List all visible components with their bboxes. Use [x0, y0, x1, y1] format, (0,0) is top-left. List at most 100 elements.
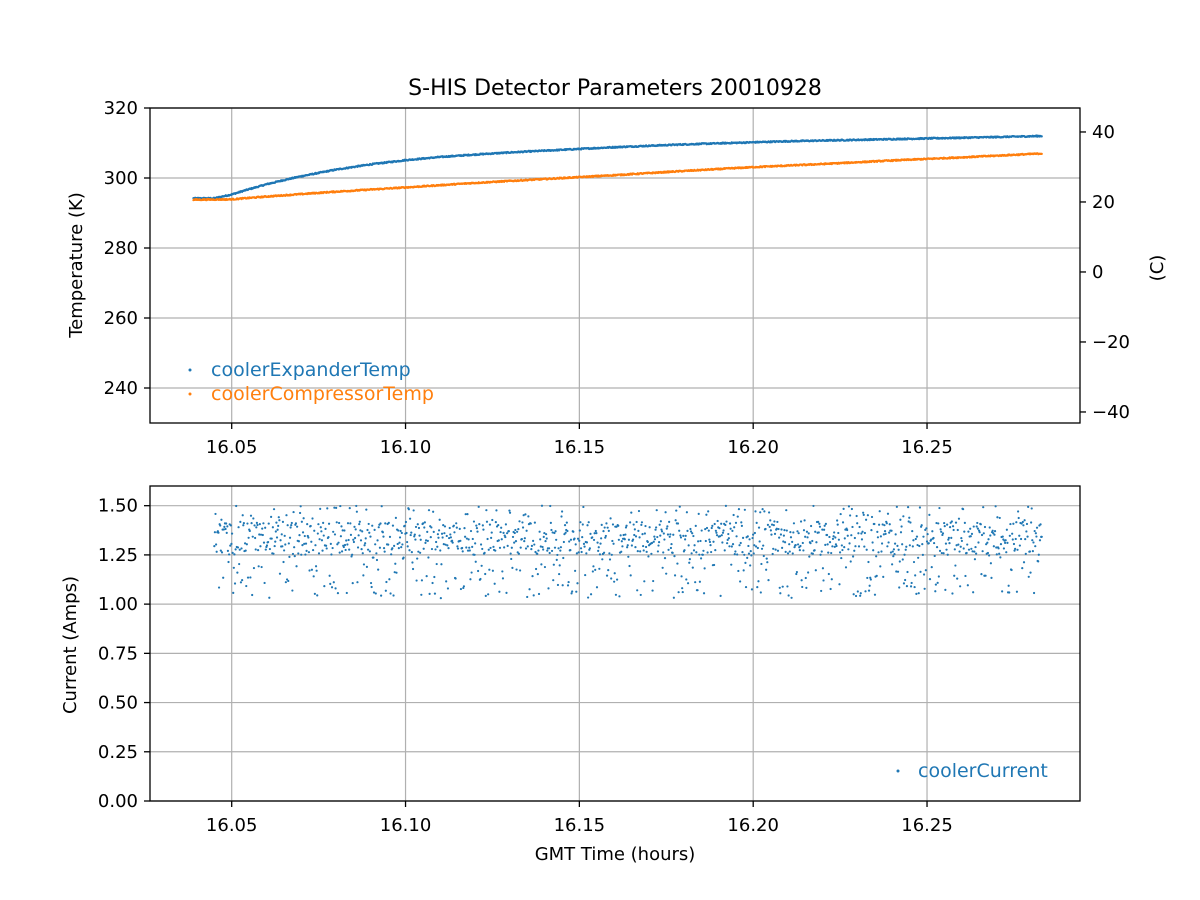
- cooler-current-point: [455, 526, 458, 529]
- cooler-current-point: [747, 544, 750, 548]
- cooler-current-point: [753, 544, 756, 547]
- cooler-current-point: [766, 561, 769, 564]
- cooler-current-point: [999, 556, 1002, 559]
- cooler-current-point: [564, 531, 567, 534]
- cooler-current-point: [225, 522, 228, 525]
- cooler-current-point: [844, 566, 848, 569]
- cooler-current-point: [735, 535, 738, 538]
- legend-label-cooler-expander-temp: coolerExpanderTemp: [211, 359, 411, 381]
- cooler-current-point: [402, 556, 405, 559]
- cooler-current-point: [237, 526, 240, 529]
- cooler-current-point: [781, 546, 784, 550]
- cooler-current-point: [597, 549, 600, 553]
- cooler-current-point: [720, 522, 723, 525]
- cooler-current-point: [937, 522, 940, 525]
- cooler-current-point: [353, 536, 357, 540]
- cooler-current-point: [809, 524, 813, 528]
- cooler-current-point: [238, 548, 241, 551]
- cooler-current-point: [1021, 566, 1024, 570]
- cooler-current-point: [416, 523, 419, 526]
- cooler-current-point: [851, 525, 854, 529]
- cooler-current-point: [696, 589, 699, 592]
- cooler-current-point: [594, 568, 597, 571]
- cooler-current-point: [438, 518, 441, 521]
- cooler-current-point: [610, 553, 613, 556]
- cooler-current-point: [630, 511, 633, 514]
- cooler-current-point: [927, 542, 930, 545]
- cooler-current-point: [284, 581, 287, 584]
- cooler-current-point: [899, 518, 902, 521]
- cooler-current-point: [255, 521, 258, 524]
- cooler-current-point: [233, 553, 236, 556]
- cooler-current-point: [892, 548, 895, 551]
- cooler-current-point: [469, 578, 472, 581]
- cooler-current-point: [634, 535, 638, 538]
- cooler-current-point: [737, 508, 741, 511]
- cooler-current-point: [946, 553, 949, 556]
- cooler-current-point: [691, 566, 694, 569]
- cooler-current-point: [879, 535, 882, 538]
- cooler-current-point: [841, 521, 845, 524]
- cooler-current-point: [310, 540, 313, 543]
- cooler-current-point: [876, 530, 879, 534]
- cooler-current-point: [767, 579, 770, 582]
- cooler-current-point: [730, 545, 733, 548]
- cooler-current-point: [1027, 505, 1030, 508]
- cooler-current-point: [401, 543, 404, 546]
- cooler-current-point: [631, 538, 635, 541]
- cooler-current-point: [966, 543, 969, 546]
- cooler-current-point: [632, 523, 635, 526]
- cooler-current-point: [307, 551, 311, 554]
- cooler-current-point: [219, 524, 222, 527]
- cooler-current-point: [540, 504, 544, 507]
- cooler-current-point: [710, 526, 713, 530]
- cooler-current-point: [948, 526, 952, 529]
- cooler-current-point: [506, 544, 509, 547]
- cooler-current-point: [933, 541, 936, 545]
- cooler-current-point: [629, 521, 632, 524]
- cooler-current-point: [795, 570, 799, 574]
- cooler-current-point: [830, 578, 833, 581]
- cooler-current-point: [485, 509, 488, 512]
- cooler-current-point: [595, 586, 599, 589]
- cooler-current-point: [948, 541, 951, 545]
- cooler-current-point: [754, 510, 757, 513]
- cooler-current-point: [338, 521, 341, 525]
- cooler-current-point: [957, 517, 961, 520]
- cooler-current-point: [778, 536, 781, 539]
- cooler-current-point: [300, 553, 303, 556]
- cooler-current-point: [891, 563, 894, 566]
- cooler-current-point: [756, 586, 759, 589]
- cooler-current-point: [233, 582, 237, 585]
- cooler-current-point: [953, 574, 956, 577]
- cooler-current-point: [656, 550, 660, 553]
- cooler-current-point: [964, 574, 967, 578]
- cooler-current-point: [853, 549, 856, 552]
- cooler-current-point: [697, 540, 700, 543]
- cooler-current-point: [230, 542, 233, 545]
- cooler-current-point: [246, 522, 249, 525]
- cooler-current-point: [320, 539, 324, 542]
- cooler-current-point: [902, 582, 906, 585]
- cooler-current-point: [355, 510, 358, 513]
- cooler-current-point: [582, 542, 586, 545]
- cooler-current-point: [369, 535, 372, 538]
- cooler-current-point: [617, 538, 620, 541]
- cooler-current-point: [608, 558, 612, 561]
- cooler-current-point: [295, 565, 298, 568]
- cooler-current-point: [699, 539, 702, 543]
- cooler-current-point: [780, 528, 783, 531]
- cooler-current-point: [304, 553, 307, 556]
- cooler-current-point: [768, 511, 771, 514]
- cooler-current-point: [886, 512, 890, 515]
- cooler-current-point: [418, 534, 421, 537]
- cooler-current-point: [837, 538, 840, 541]
- cooler-current-point: [543, 565, 547, 569]
- cooler-current-point: [451, 541, 454, 544]
- top-y-tick-label: 260: [104, 308, 138, 329]
- cooler-current-point: [685, 511, 688, 514]
- cooler-current-point: [960, 537, 963, 540]
- cooler-current-point: [743, 508, 746, 511]
- cooler-current-point: [397, 529, 400, 532]
- cooler-current-point: [698, 580, 702, 583]
